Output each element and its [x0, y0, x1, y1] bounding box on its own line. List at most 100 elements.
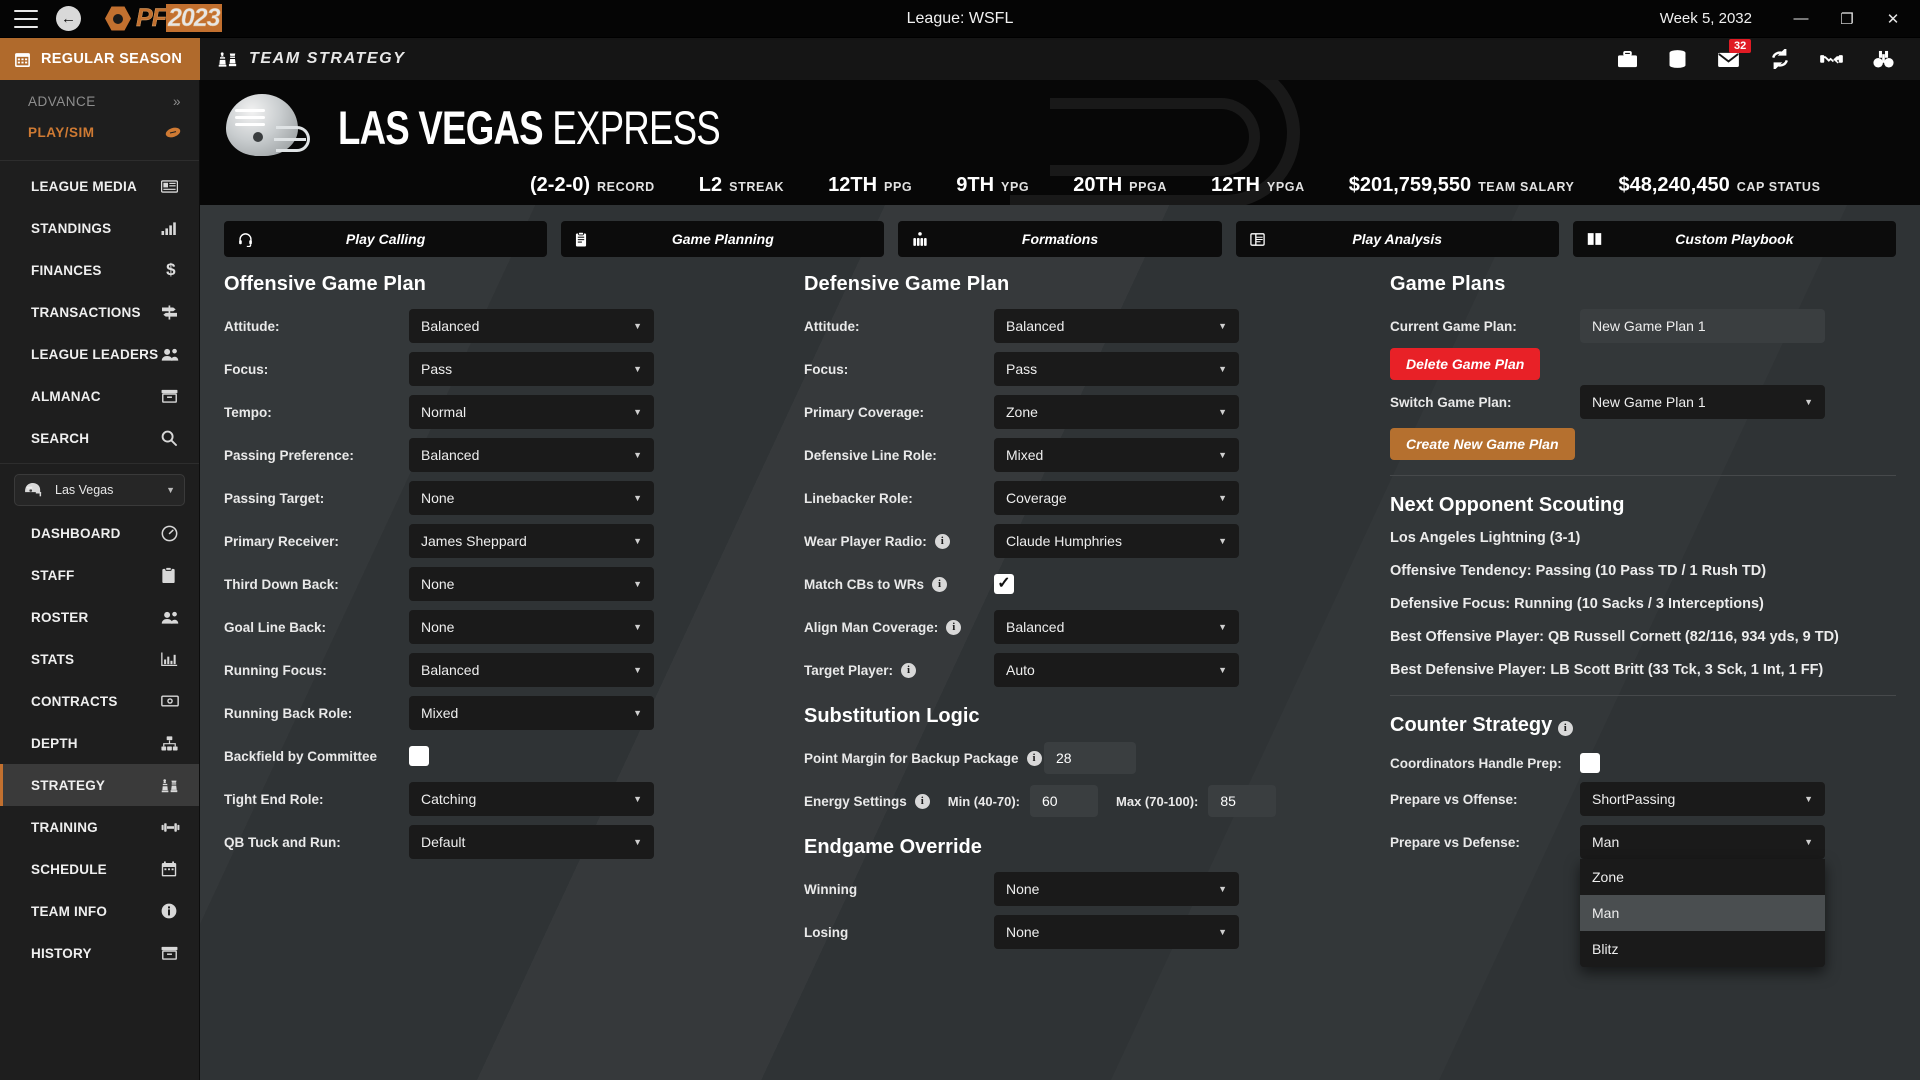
info-icon[interactable]: i [946, 619, 962, 635]
sidebar-item-stats[interactable]: STATS [0, 638, 199, 680]
sidebar-item-search[interactable]: SEARCH [0, 417, 199, 459]
sidebar-item-league-media[interactable]: LEAGUE MEDIA [0, 165, 199, 207]
option-man[interactable]: Man [1580, 895, 1825, 931]
tab-formations[interactable]: Formations [898, 221, 1222, 257]
sidebar-item-playsim[interactable]: PLAY/SIM [0, 117, 199, 148]
option-zone[interactable]: Zone [1592, 869, 1624, 885]
select-tempo[interactable]: Normal ▼ [409, 395, 654, 429]
select-endgame-winning[interactable]: None ▼ [994, 872, 1239, 906]
close-button[interactable]: ✕ [1886, 10, 1900, 28]
sidebar-item-roster[interactable]: ROSTER [0, 596, 199, 638]
select-goal-line-back[interactable]: None ▼ [409, 610, 654, 644]
briefcase-icon[interactable] [1617, 50, 1638, 69]
restore-button[interactable]: ❐ [1840, 10, 1854, 28]
sub-bar-icon-group: 32 [1617, 38, 1920, 80]
info-icon[interactable]: i [934, 533, 950, 549]
select-passing-preference[interactable]: Balanced ▼ [409, 438, 654, 472]
stat-streak: L2 STREAK [699, 174, 784, 197]
input-point-margin[interactable]: 28 [1044, 742, 1136, 774]
checkbox-backfield-by-committee[interactable] [409, 746, 429, 766]
select-attitude-off[interactable]: Balanced ▼ [409, 309, 654, 343]
database-icon[interactable] [1668, 49, 1687, 69]
checkbox-coordinators-handle-prep[interactable] [1580, 753, 1600, 773]
sidebar-item-transactions[interactable]: TRANSACTIONS [0, 291, 199, 333]
sidebar-item-standings-label: STANDINGS [31, 220, 112, 236]
chevron-down-icon: ▼ [1218, 450, 1227, 460]
field-defensive-line-role-label: Defensive Line Role: [804, 447, 937, 463]
info-icon[interactable]: i [932, 576, 948, 592]
select-running-back-role[interactable]: Mixed ▼ [409, 696, 654, 730]
binoculars-icon[interactable] [1873, 50, 1894, 69]
formation-icon [912, 231, 928, 247]
sync-icon[interactable] [1770, 49, 1790, 69]
info-icon[interactable]: i [901, 662, 917, 678]
select-linebacker-role[interactable]: Coverage ▼ [994, 481, 1239, 515]
team-helmet-logo [226, 94, 314, 160]
select-target-player[interactable]: Auto ▼ [994, 653, 1239, 687]
sidebar-item-staff[interactable]: STAFF [0, 554, 199, 596]
select-switch-game-plan[interactable]: New Game Plan 1 ▼ [1580, 385, 1825, 419]
select-focus-off[interactable]: Pass ▼ [409, 352, 654, 386]
select-wear-player-radio[interactable]: Claude Humphries ▼ [994, 524, 1239, 558]
field-prepare-vs-offense-label: Prepare vs Offense: [1390, 791, 1518, 807]
select-qb-tuck-and-run[interactable]: Default ▼ [409, 825, 654, 859]
tab-custom-playbook[interactable]: Custom Playbook [1572, 221, 1897, 257]
create-new-game-plan-button[interactable]: Create New Game Plan [1390, 428, 1575, 460]
sidebar-item-advance[interactable]: ADVANCE » [0, 86, 199, 117]
handshake-icon[interactable] [1820, 51, 1843, 68]
info-icon[interactable]: i [1026, 750, 1042, 766]
tab-play-calling[interactable]: Play Calling [224, 221, 548, 257]
select-attitude-def[interactable]: Balanced ▼ [994, 309, 1239, 343]
option-blitz[interactable]: Blitz [1592, 941, 1619, 957]
select-endgame-losing[interactable]: None ▼ [994, 915, 1239, 949]
sidebar-item-standings[interactable]: STANDINGS [0, 207, 199, 249]
regular-season-tab[interactable]: REGULAR SEASON [0, 38, 200, 80]
team-selector[interactable]: Las Vegas ▼ [14, 474, 185, 506]
sidebar-item-history[interactable]: HISTORY [0, 932, 199, 974]
select-focus-def[interactable]: Pass ▼ [994, 352, 1239, 386]
sidebar-item-almanac[interactable]: ALMANAC [0, 375, 199, 417]
select-wear-player-radio-value: Claude Humphries [1006, 533, 1122, 549]
sidebar-item-training[interactable]: TRAINING [0, 806, 199, 848]
select-defensive-line-role[interactable]: Mixed ▼ [994, 438, 1239, 472]
tab-play-analysis[interactable]: Play Analysis [1235, 221, 1559, 257]
select-endgame-losing-value: None [1006, 924, 1040, 940]
chevron-down-icon: ▼ [633, 579, 642, 589]
select-primary-receiver[interactable]: James Sheppard ▼ [409, 524, 654, 558]
select-running-focus[interactable]: Balanced ▼ [409, 653, 654, 687]
select-primary-receiver-value: James Sheppard [421, 533, 527, 549]
mail-icon[interactable]: 32 [1717, 38, 1752, 68]
select-third-down-back[interactable]: None ▼ [409, 567, 654, 601]
tab-game-planning[interactable]: Game Planning [561, 221, 885, 257]
sidebar-item-depth[interactable]: DEPTH [0, 722, 199, 764]
select-tight-end-role[interactable]: Catching ▼ [409, 782, 654, 816]
sidebar-item-search-label: SEARCH [31, 430, 90, 446]
sidebar-item-team-info[interactable]: TEAM INFO [0, 890, 199, 932]
sidebar-item-strategy[interactable]: STRATEGY [0, 764, 199, 806]
select-align-man-coverage[interactable]: Balanced ▼ [994, 610, 1239, 644]
sidebar-item-league-leaders[interactable]: LEAGUE LEADERS [0, 333, 199, 375]
field-align-man-coverage: Align Man Coverage: i Balanced ▼ [804, 610, 1374, 644]
menu-hamburger-icon[interactable] [14, 9, 38, 28]
minimize-button[interactable]: — [1793, 10, 1809, 27]
stat-record-label: RECORD [597, 180, 655, 194]
select-prepare-vs-defense[interactable]: Man ▼ [1580, 825, 1825, 859]
field-passing-target: Passing Target: None ▼ [224, 481, 804, 515]
select-prepare-vs-offense[interactable]: ShortPassing ▼ [1580, 782, 1825, 816]
checkbox-match-cbs-to-wrs[interactable]: ✓ [994, 574, 1014, 594]
field-passing-target-label: Passing Target: [224, 490, 325, 506]
info-icon[interactable]: i [1557, 720, 1573, 736]
input-energy-min[interactable]: 60 [1030, 785, 1099, 817]
sidebar-item-finances[interactable]: FINANCES $ [0, 249, 199, 291]
sidebar-item-dashboard[interactable]: DASHBOARD [0, 512, 199, 554]
info-icon[interactable]: i [914, 793, 930, 809]
input-energy-max[interactable]: 85 [1208, 785, 1277, 817]
select-primary-coverage[interactable]: Zone ▼ [994, 395, 1239, 429]
field-focus-off-label: Focus: [224, 361, 269, 377]
substitution-heading: Substitution Logic [804, 705, 980, 727]
back-button[interactable]: ← [56, 6, 81, 31]
select-passing-target[interactable]: None ▼ [409, 481, 654, 515]
sidebar-item-schedule[interactable]: SCHEDULE [0, 848, 199, 890]
delete-game-plan-button[interactable]: Delete Game Plan [1390, 348, 1541, 380]
sidebar-item-contracts[interactable]: CONTRACTS [0, 680, 199, 722]
